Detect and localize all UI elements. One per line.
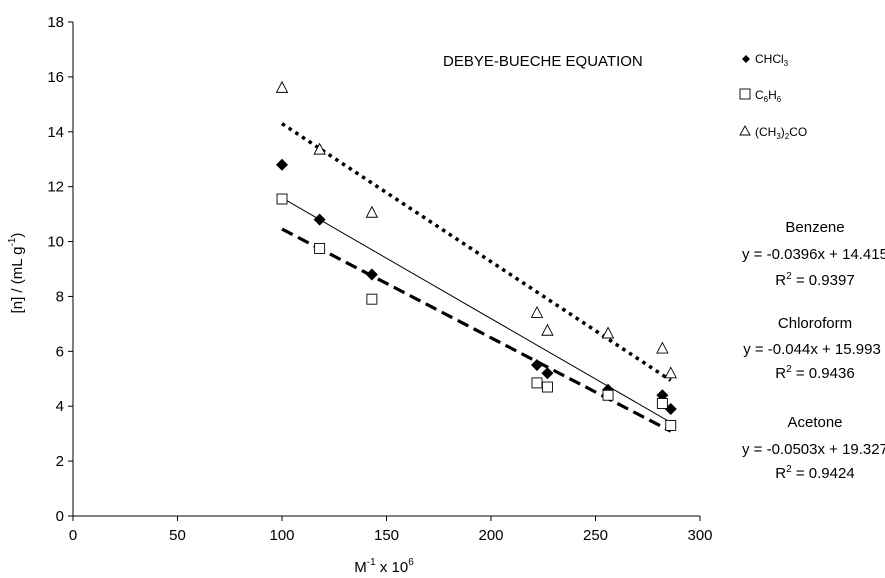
y-label-sup: -1 [7,237,18,246]
data-point-acetone [656,341,669,354]
data-point-c6h6 [656,398,668,409]
trendline-acetone [281,122,672,382]
x-tick-label: 50 [169,527,186,544]
legend-item-acetone: (CH3)2CO [739,125,807,141]
equation-name: Benzene [785,219,844,236]
y-tick-label: 8 [56,288,64,305]
y-label-pre: [n] / (mL g [9,246,26,313]
x-label-sup: -1 [367,557,376,568]
equation-r2: R2 = 0.9424 [775,464,854,482]
legend-triangle-marker [739,125,751,136]
equation-formula: y = -0.044x + 15.993 [743,341,881,358]
legend-item-c6h6: C6H6 [739,88,782,104]
x-label-rest: x 10 [376,559,409,576]
legend: CHCl3 C6H6 (CH3)2CO [739,52,807,141]
x-label-sup2: 6 [408,557,414,568]
data-point-c6h6 [531,377,543,389]
equation-r2: R2 = 0.9436 [775,364,854,382]
equation-name: Acetone [787,414,842,431]
x-ticks: 0 50 100 150 200 250 300 [69,516,713,544]
y-axis-label: [n] / (mL g-1) [7,233,26,314]
y-tick-label: 12 [47,179,64,196]
data-points [275,80,677,431]
data-point-acetone [601,326,615,339]
data-point-acetone [365,205,379,218]
y-ticks: 0 2 4 6 8 10 12 14 16 18 [47,14,73,525]
x-tick-label: 150 [374,527,399,544]
legend-diamond-marker [742,55,750,63]
x-tick-label: 0 [69,527,77,544]
equation-name: Chloroform [778,315,852,332]
trendline-c6h6 [281,197,671,423]
data-point-chcl3 [541,367,554,380]
x-tick-label: 200 [478,527,503,544]
chart-annotation: DEBYE-BUECHE EQUATION [443,53,643,70]
data-point-chcl3 [313,213,326,226]
data-point-c6h6 [541,381,553,393]
data-point-acetone [275,80,289,93]
data-point-c6h6 [665,419,677,431]
equations: Benzene y = -0.0396x + 14.415 R2 = 0.939… [742,219,885,482]
legend-item-chcl3: CHCl3 [742,52,789,68]
x-label-base: M [354,559,367,576]
equation-block-acetone: Acetone y = -0.0503x + 19.327 R2 = 0.942… [742,414,885,482]
y-tick-label: 16 [47,69,64,86]
data-point-acetone [313,142,326,155]
data-point-c6h6 [276,193,288,205]
x-axis-label: M-1 x 106 [354,557,414,576]
y-tick-label: 14 [47,124,64,141]
x-tick-label: 250 [583,527,608,544]
legend-label-acetone: (CH3)2CO [755,125,807,141]
axes [72,22,700,517]
x-tick-label: 300 [687,527,712,544]
y-tick-label: 6 [56,343,64,360]
y-tick-label: 18 [47,14,64,31]
equation-block-chloroform: Chloroform y = -0.044x + 15.993 R2 = 0.9… [743,315,881,382]
legend-label-c6h6: C6H6 [755,88,782,104]
y-tick-label: 4 [56,398,64,415]
data-point-chcl3 [365,268,378,281]
data-point-acetone [664,366,677,379]
x-tick-label: 100 [269,527,294,544]
trendline-chcl3 [281,227,672,433]
y-label-post: ) [9,233,26,238]
equation-formula: y = -0.0396x + 14.415 [742,246,885,263]
legend-label-chcl3: CHCl3 [755,52,789,68]
legend-square-marker [739,88,751,100]
y-tick-label: 0 [56,508,64,525]
y-tick-label: 2 [56,453,64,470]
data-point-c6h6 [314,242,326,254]
data-point-acetone [541,323,554,336]
equation-formula: y = -0.0503x + 19.327 [742,441,885,458]
trendlines [281,122,672,433]
data-point-c6h6 [602,389,614,401]
equation-r2: R2 = 0.9397 [775,271,854,289]
data-point-chcl3 [530,359,543,372]
data-point-c6h6 [366,293,378,305]
data-point-acetone [530,305,544,318]
data-point-chcl3 [276,158,288,171]
equation-block-benzene: Benzene y = -0.0396x + 14.415 R2 = 0.939… [742,219,885,289]
y-tick-label: 10 [47,234,64,251]
